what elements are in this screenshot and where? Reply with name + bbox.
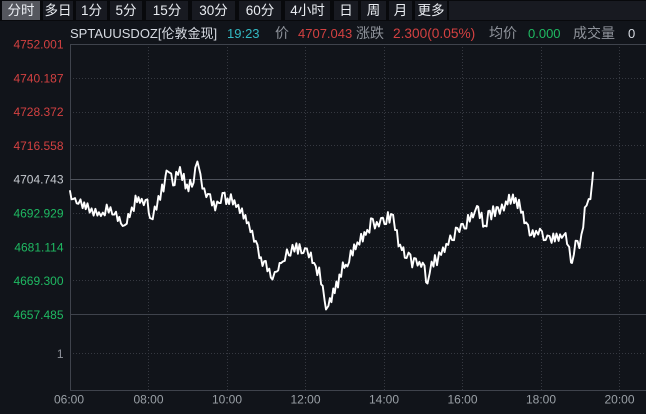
svg-text:1: 1 xyxy=(57,347,64,361)
svg-text:10:00: 10:00 xyxy=(212,393,242,407)
svg-text:20:00: 20:00 xyxy=(604,393,634,407)
svg-text:14:00: 14:00 xyxy=(369,393,399,407)
svg-text:4740.187: 4740.187 xyxy=(13,71,63,85)
svg-text:12:00: 12:00 xyxy=(290,393,320,407)
svg-text:4716.558: 4716.558 xyxy=(13,139,63,153)
svg-text:06:00: 06:00 xyxy=(54,393,84,407)
svg-text:4704.743: 4704.743 xyxy=(13,173,63,187)
svg-text:4657.485: 4657.485 xyxy=(13,308,63,322)
svg-text:16:00: 16:00 xyxy=(447,393,477,407)
svg-text:4728.372: 4728.372 xyxy=(13,105,63,119)
svg-text:4752.001: 4752.001 xyxy=(13,38,63,52)
svg-text:4692.929: 4692.929 xyxy=(13,207,63,221)
svg-text:4681.114: 4681.114 xyxy=(14,240,63,254)
svg-text:18:00: 18:00 xyxy=(526,393,556,407)
svg-text:08:00: 08:00 xyxy=(133,393,163,407)
svg-text:4669.300: 4669.300 xyxy=(13,274,63,288)
